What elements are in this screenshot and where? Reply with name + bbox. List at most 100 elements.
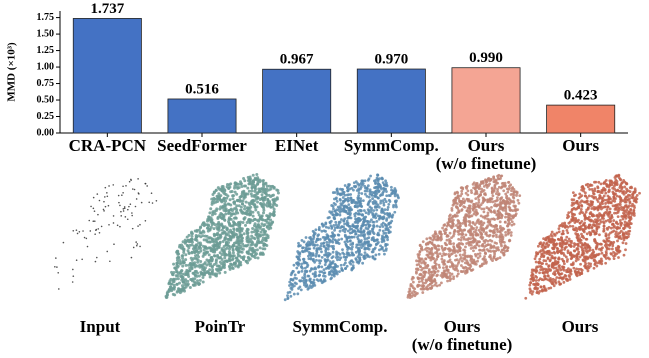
point	[586, 207, 590, 211]
point	[431, 253, 435, 256]
point	[513, 208, 517, 212]
point	[486, 211, 490, 215]
point	[444, 252, 448, 256]
point	[617, 207, 621, 211]
point	[518, 194, 522, 198]
point	[426, 255, 430, 259]
point	[460, 189, 464, 193]
point	[569, 269, 573, 273]
point	[305, 265, 309, 269]
point	[568, 224, 572, 228]
point	[330, 273, 334, 277]
point	[366, 184, 370, 188]
point	[385, 234, 388, 238]
point	[184, 285, 188, 289]
point	[495, 227, 499, 231]
point	[496, 246, 500, 249]
point	[548, 237, 552, 241]
point	[245, 227, 249, 231]
point	[341, 201, 345, 205]
point	[246, 175, 250, 179]
point	[623, 209, 626, 213]
point	[568, 278, 572, 281]
point	[545, 262, 548, 266]
point	[465, 242, 469, 245]
point	[106, 250, 109, 253]
point	[580, 271, 584, 274]
point	[629, 208, 633, 212]
point	[317, 274, 321, 278]
point	[612, 219, 616, 222]
point	[300, 239, 304, 242]
point	[215, 225, 219, 229]
point	[607, 236, 611, 240]
point	[135, 241, 137, 243]
point	[373, 246, 377, 250]
point	[245, 212, 249, 216]
point	[228, 258, 232, 262]
x-tick-label: Ours (w/o finetune)	[435, 136, 537, 173]
point	[563, 221, 567, 225]
point	[490, 186, 494, 190]
point	[450, 209, 454, 212]
point	[550, 230, 554, 234]
point	[364, 223, 368, 227]
point	[313, 232, 317, 235]
point	[288, 284, 291, 287]
point	[293, 273, 297, 277]
point	[249, 177, 253, 181]
point	[231, 254, 235, 258]
point	[488, 255, 491, 259]
point	[445, 272, 449, 276]
point	[342, 255, 346, 259]
point	[473, 223, 477, 227]
point	[443, 269, 447, 273]
point	[456, 272, 460, 276]
point	[537, 278, 541, 282]
point	[248, 221, 252, 225]
point	[217, 245, 221, 249]
point	[223, 237, 227, 241]
point	[567, 215, 571, 218]
point	[255, 248, 259, 252]
point	[551, 262, 554, 265]
point	[349, 212, 352, 215]
point	[220, 253, 224, 257]
point	[201, 254, 205, 258]
point	[583, 217, 587, 221]
point	[482, 230, 486, 233]
point	[253, 217, 257, 221]
point	[219, 235, 223, 239]
point	[420, 247, 424, 251]
point	[97, 213, 99, 216]
point	[309, 257, 313, 260]
point	[369, 243, 373, 247]
point	[293, 284, 296, 288]
point	[604, 202, 607, 205]
point	[547, 264, 551, 268]
point	[112, 184, 115, 186]
point	[132, 246, 135, 249]
point	[414, 292, 418, 296]
point	[476, 218, 480, 222]
point	[434, 251, 437, 255]
point	[135, 198, 138, 200]
point	[267, 193, 271, 197]
point	[448, 274, 452, 278]
point	[137, 225, 139, 227]
point	[596, 186, 600, 190]
point	[227, 230, 231, 234]
point	[253, 256, 257, 260]
point	[479, 222, 483, 226]
point	[225, 196, 229, 200]
point	[575, 267, 578, 271]
point	[475, 190, 479, 193]
point	[346, 229, 350, 233]
point	[615, 208, 618, 211]
point	[292, 292, 296, 296]
point	[174, 274, 178, 278]
point	[609, 231, 612, 235]
point	[577, 218, 580, 222]
point	[347, 208, 351, 212]
point	[552, 232, 556, 236]
